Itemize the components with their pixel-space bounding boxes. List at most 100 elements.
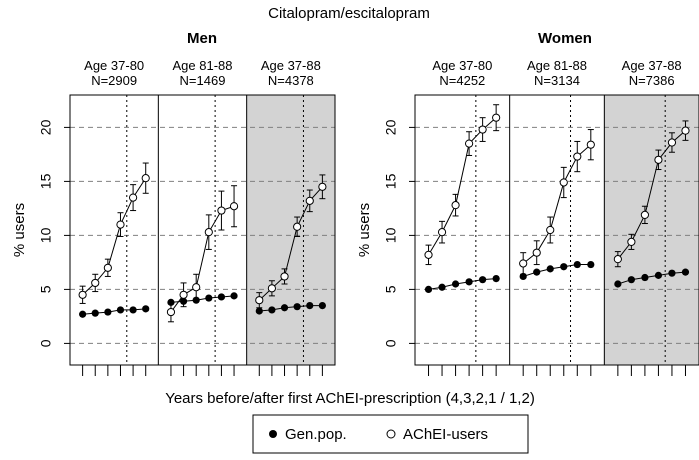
genpop-point [230,292,238,300]
acheI-point [437,228,447,237]
acheI-point [640,210,650,219]
y-tick-label: 5 [383,285,399,293]
age-group: Age 81-88N=1469 [166,58,239,376]
acheI-point [116,220,125,229]
acheI-point [559,178,568,187]
acheI-point [667,138,677,147]
genpop-point [293,303,301,311]
acheI-point [451,201,460,210]
y-tick-label: 15 [38,173,54,189]
acheI-point [586,140,595,149]
genpop-point [654,271,663,279]
acheI-point [654,155,663,164]
genpop-point [91,309,99,317]
y-axis-label: % users [356,203,373,257]
legend-acheI-marker [386,429,396,439]
genpop-point [306,302,314,310]
genpop-point [142,305,150,313]
y-tick-label: 10 [38,227,54,243]
plot-frame [414,94,699,366]
acheI-point [128,193,138,202]
age-group: Age 37-88N=7386 [613,58,690,376]
group-n: N=4252 [439,73,485,88]
genpop-point [255,307,263,315]
y-tick-label: 0 [38,339,54,347]
age-group: Age 81-88N=3134 [519,58,595,376]
plot-frame [69,94,336,366]
acheI-point [280,272,289,281]
acheI-point [627,237,636,246]
genpop-point [668,269,676,277]
acheI-point [424,250,433,259]
genpop-point [560,263,568,271]
genpop-point [492,275,500,283]
y-tick-label: 5 [38,285,54,293]
age-group: Age 37-88N=4378 [255,58,327,376]
panel-title: Women [538,30,592,47]
acheI-point [532,248,541,257]
acheI-point [519,259,528,268]
genpop-point [627,276,635,284]
group-label: Age 37-80 [84,58,144,73]
genpop-point [318,302,326,310]
x-axis-label: Years before/after first AChEI-prescript… [165,390,535,407]
group-label: Age 37-88 [261,58,321,73]
group-label: Age 37-88 [622,58,682,73]
legend-genpop-label: Gen.pop. [285,426,347,443]
genpop-point [451,280,460,288]
genpop-line [523,264,591,277]
acheI-point [681,126,690,135]
acheI-point [166,307,176,317]
acheI-point [305,196,314,205]
legend: Gen.pop. AChEI-users [252,414,529,454]
shaded-region [604,95,699,365]
acheI-point [267,284,277,293]
genpop-point [129,306,137,314]
acheI-point [293,222,302,231]
group-n: N=1469 [180,73,226,88]
acheI-point [478,125,487,134]
genpop-point [104,308,112,316]
acheI-point [318,182,327,191]
acheI-point [141,174,150,183]
genpop-point [79,310,87,318]
group-n: N=7386 [629,73,675,88]
genpop-point [681,268,690,276]
genpop-point [587,260,595,269]
y-axis-label: % users [11,203,28,257]
genpop-point [217,293,226,301]
acheI-point [179,290,188,299]
shaded-region [246,95,335,365]
genpop-point [614,280,622,288]
genpop-point [546,265,554,273]
age-group: Age 37-80N=4252 [424,58,501,376]
legend-acheI-label: AChEI-users [403,426,488,443]
genpop-point [641,273,649,282]
acheI-point [573,152,582,161]
group-label: Age 81-88 [173,58,233,73]
acheI-point [613,255,622,264]
acheI-point [229,202,239,211]
group-n: N=4378 [268,73,314,88]
genpop-point [424,285,433,293]
y-tick-label: 15 [383,173,399,189]
acheI-point [492,113,501,122]
genpop-point [280,304,289,312]
genpop-point [268,306,276,314]
acheI-point [464,139,474,148]
genpop-point [116,306,125,314]
acheI-point [78,290,87,299]
genpop-point [205,294,213,302]
y-tick-label: 10 [383,227,399,243]
genpop-point [465,278,473,286]
acheI-point [217,206,226,215]
acheI-point [255,296,264,305]
legend-genpop-marker [269,430,277,438]
genpop-point [533,268,541,276]
genpop-point [438,283,446,291]
acheI-point [204,228,213,237]
